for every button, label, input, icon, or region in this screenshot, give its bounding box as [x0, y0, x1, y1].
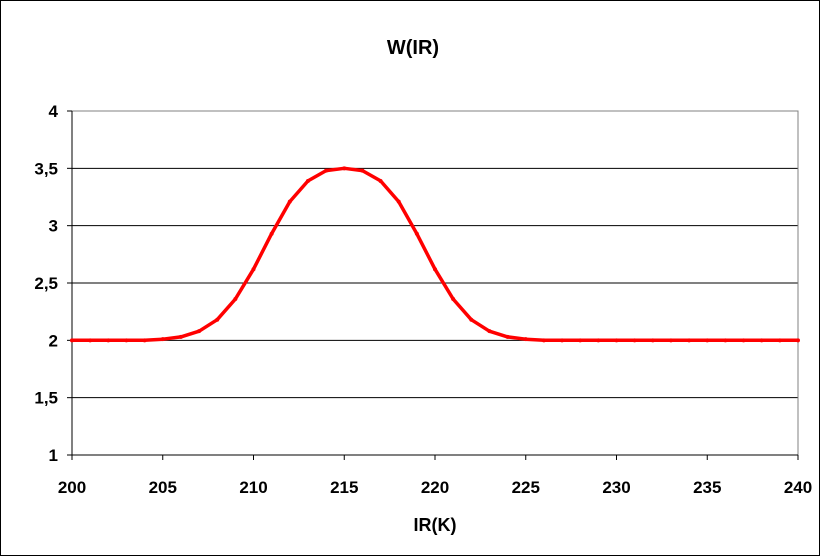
x-tick-labels: 200 205 210 215 220 225 230 235 240 — [58, 478, 812, 497]
y-tick-label: 2,5 — [34, 274, 58, 293]
data-point — [414, 231, 419, 236]
y-tick-labels: 1 1,5 2 2,5 3 3,5 4 — [34, 102, 58, 465]
x-tick-label: 235 — [693, 478, 721, 497]
data-point — [705, 338, 710, 343]
data-point — [360, 168, 365, 173]
data-point — [160, 337, 165, 342]
data-point — [578, 338, 583, 343]
data-point — [251, 267, 256, 272]
x-tick-label: 240 — [784, 478, 812, 497]
y-tick-label: 3,5 — [34, 159, 58, 178]
x-tick-label: 210 — [239, 478, 267, 497]
y-tick-label: 2 — [49, 331, 58, 350]
chart-title: W(IR) — [387, 37, 439, 59]
data-point — [70, 338, 74, 343]
data-point — [124, 338, 129, 343]
data-point — [433, 267, 437, 272]
data-point — [632, 338, 637, 343]
data-point — [596, 338, 601, 343]
data-point — [796, 338, 800, 343]
y-tick-label: 1 — [49, 446, 58, 465]
data-point — [197, 329, 202, 334]
x-tick-label: 200 — [58, 478, 86, 497]
data-point — [487, 329, 492, 334]
series-layer — [70, 166, 800, 343]
data-point — [88, 338, 93, 343]
x-tick-label: 230 — [602, 478, 630, 497]
data-point — [178, 334, 183, 339]
x-tick-label: 215 — [330, 478, 358, 497]
data-point — [469, 317, 474, 322]
series-line — [70, 166, 800, 343]
data-point — [342, 166, 347, 171]
data-point — [650, 338, 655, 343]
x-axis-label: IR(K) — [414, 515, 457, 535]
data-point — [741, 338, 746, 343]
data-point — [106, 338, 111, 343]
data-point — [614, 338, 619, 343]
data-point — [305, 178, 310, 183]
data-point — [668, 338, 673, 343]
x-tick-label: 225 — [512, 478, 540, 497]
y-tick-label: 4 — [49, 102, 59, 121]
x-tick-label: 205 — [149, 478, 177, 497]
data-point — [777, 338, 782, 343]
axes — [67, 110, 799, 460]
data-point — [396, 199, 401, 204]
data-point — [541, 338, 546, 343]
data-point — [215, 317, 220, 322]
data-point — [451, 297, 456, 302]
data-point — [505, 334, 510, 339]
data-point — [723, 338, 728, 343]
y-tick-label: 1,5 — [34, 389, 58, 408]
data-point — [287, 199, 292, 204]
data-point — [142, 338, 147, 343]
data-point — [378, 178, 383, 183]
data-point — [687, 338, 692, 343]
data-point — [523, 337, 528, 342]
gridlines — [72, 110, 798, 399]
y-tick-label: 3 — [49, 217, 58, 236]
data-point — [233, 297, 238, 302]
x-tick-label: 220 — [421, 478, 449, 497]
data-point — [560, 338, 565, 343]
data-point — [269, 231, 274, 236]
data-point — [759, 338, 764, 343]
data-point — [324, 168, 329, 173]
